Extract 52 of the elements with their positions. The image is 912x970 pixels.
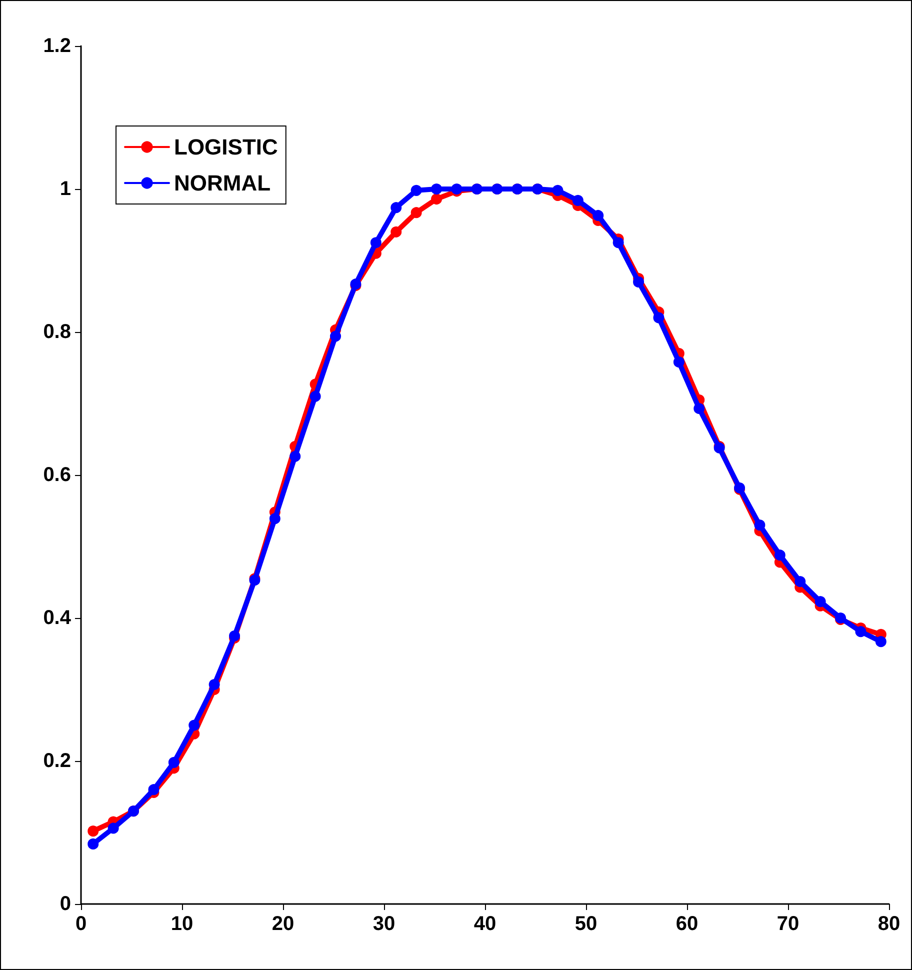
point <box>310 390 321 402</box>
y-tick-label: 1.2 <box>43 35 71 57</box>
point <box>552 184 564 196</box>
point <box>290 450 301 462</box>
point <box>633 276 644 288</box>
point <box>390 226 402 238</box>
point <box>431 184 442 194</box>
point <box>168 756 180 768</box>
x-tick-label: 10 <box>170 913 194 935</box>
legend-label: LOGISTIC <box>174 134 278 160</box>
point <box>410 207 422 218</box>
point <box>108 822 119 834</box>
point <box>390 202 402 214</box>
point <box>612 237 624 248</box>
point <box>370 237 382 248</box>
y-tick-label: 0.6 <box>43 464 71 486</box>
x-tick-label: 70 <box>776 913 800 935</box>
x-tick-label: 0 <box>75 913 87 935</box>
point <box>269 513 280 524</box>
point <box>653 312 664 324</box>
point <box>451 184 462 194</box>
point <box>794 576 806 588</box>
point <box>229 630 240 642</box>
x-tick-label: 30 <box>372 913 396 935</box>
x-tick-label: 20 <box>272 913 294 935</box>
y-tick-label: 1 <box>60 178 71 200</box>
point <box>188 720 200 731</box>
point <box>572 194 584 206</box>
point <box>410 184 422 196</box>
x-tick-label: 40 <box>474 913 496 935</box>
point <box>88 826 99 837</box>
point <box>208 678 220 690</box>
x-tick-label: 60 <box>676 913 698 935</box>
legend-label: NORMAL <box>174 170 271 196</box>
y-tick-label: 0 <box>60 893 71 915</box>
point <box>875 636 886 648</box>
x-tick-label: 50 <box>574 913 598 935</box>
x-tick-label: 80 <box>878 913 900 935</box>
point <box>673 356 684 368</box>
point <box>774 550 786 561</box>
point <box>694 403 705 414</box>
point <box>148 784 160 796</box>
point <box>330 330 342 342</box>
y-tick-label: 0.4 <box>43 607 72 629</box>
point <box>431 194 442 205</box>
point <box>814 596 826 608</box>
y-tick-label: 0.2 <box>43 750 71 772</box>
point <box>754 520 766 531</box>
y-tick-label: 0.8 <box>43 321 71 343</box>
point <box>855 626 866 638</box>
point <box>88 838 99 850</box>
point <box>592 210 604 221</box>
